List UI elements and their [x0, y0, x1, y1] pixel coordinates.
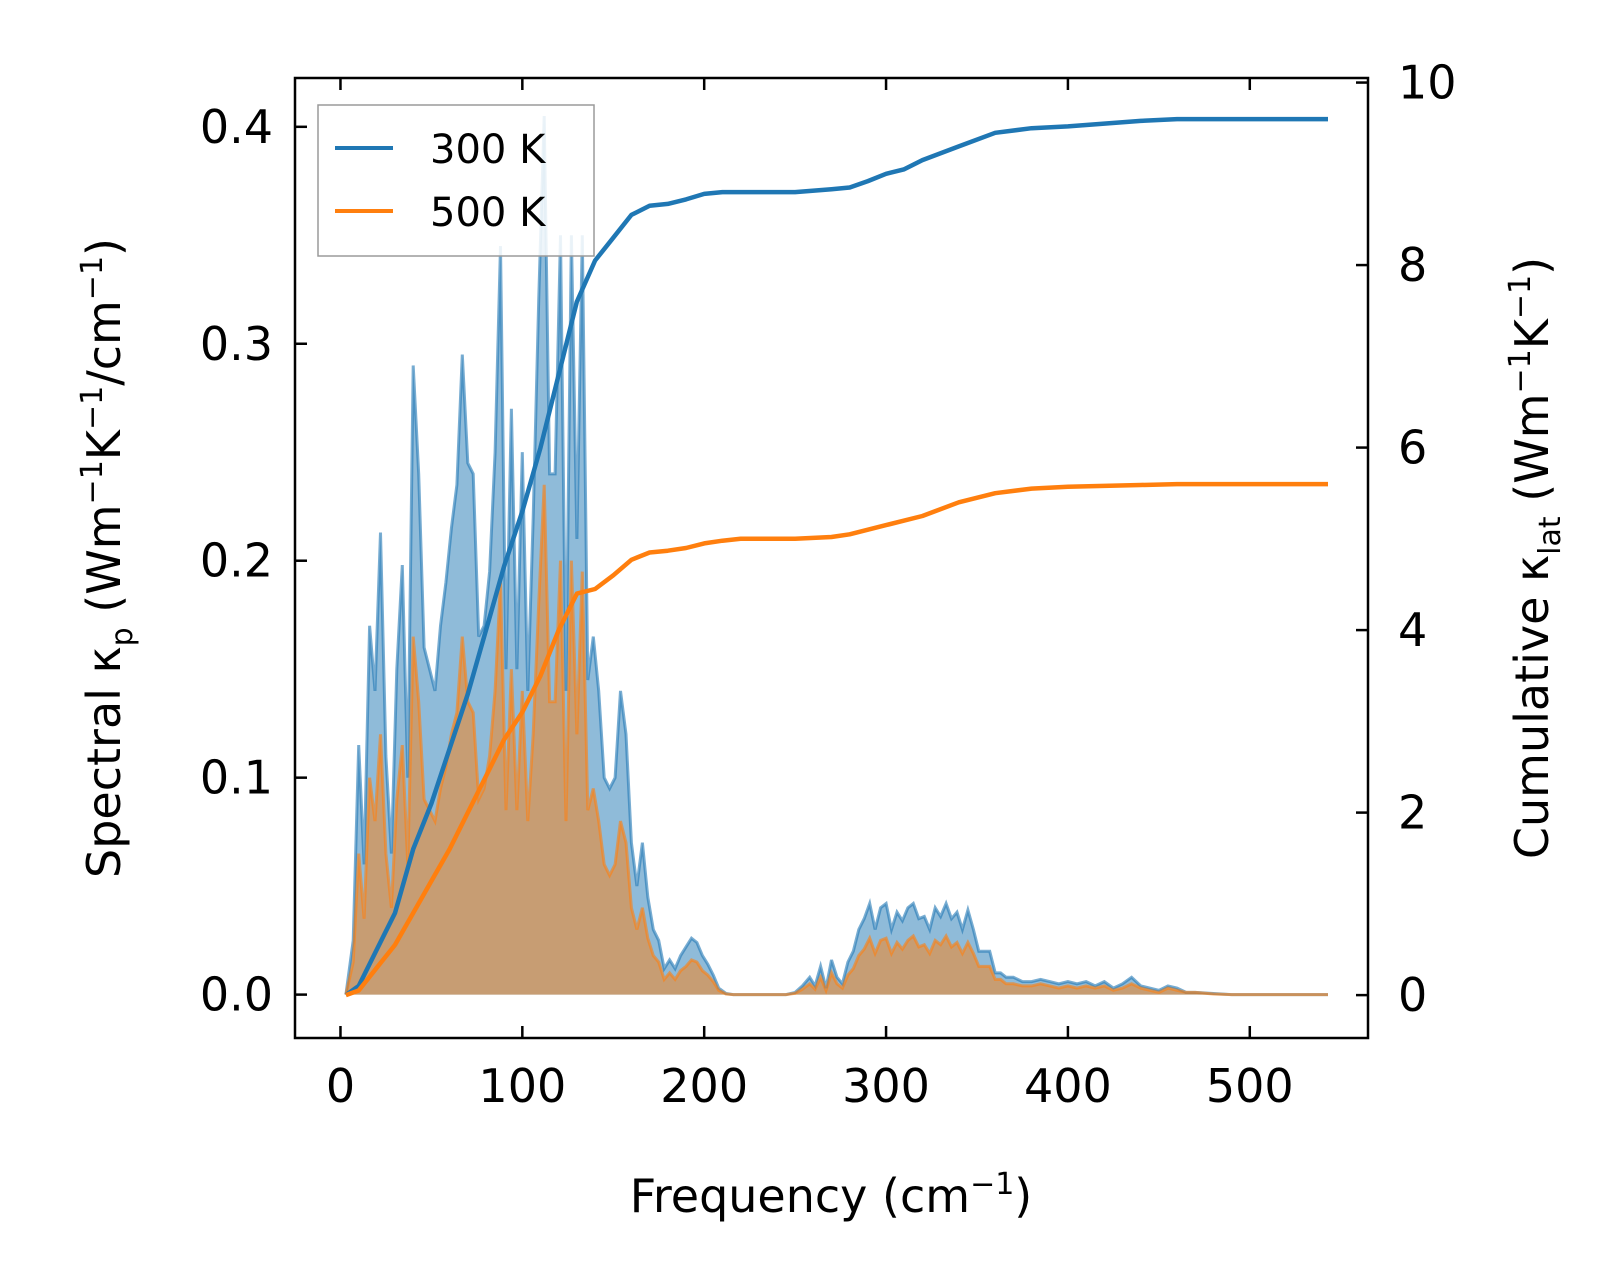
x-label-close: ): [1014, 1169, 1032, 1223]
axes: 0 100 200 300 400 500 0.0 0.1 0.2 0.3 0.4 0 2 4 6 8 10: [200, 56, 1457, 1113]
yl-open: (Wm: [77, 504, 131, 627]
x-label-superscript: −1: [970, 1167, 1014, 1202]
legend-label-500k: 500 K: [430, 190, 547, 236]
y-right-tick-label: 4: [1398, 603, 1427, 657]
y-right-tick-label: 2: [1398, 786, 1427, 840]
yr-sup2: −1: [1503, 275, 1538, 319]
legend-box: [317, 104, 595, 257]
y-right-tick-label: 8: [1398, 238, 1427, 292]
yl-close: ): [77, 238, 131, 256]
yr-k: K: [1505, 317, 1559, 349]
plot-frame: [293, 76, 1370, 1040]
x-tick-label: 300: [842, 1059, 930, 1113]
y-left-tick-label: 0.4: [200, 100, 273, 154]
spectral-line-500k: [344, 484, 1328, 997]
cumulative-line-300k: [344, 116, 1328, 997]
y-right-tick-label: 10: [1398, 56, 1457, 110]
yr-sup1: −1: [1503, 349, 1538, 393]
y-right-axis-label: Cumulative κlat (Wm−1K−1): [1503, 257, 1568, 859]
yl-sup2: −1: [75, 386, 110, 430]
yr-close: ): [1505, 257, 1559, 275]
y-left-tick-label: 0.0: [200, 968, 273, 1022]
yl-k: K: [77, 428, 131, 460]
yl-sup1: −1: [75, 460, 110, 504]
legend-label-300k: 300 K: [430, 127, 547, 173]
y-left-tick-label: 0.3: [200, 317, 273, 371]
yr-open: (Wm: [1505, 393, 1559, 516]
plot-area: [344, 115, 1328, 998]
x-tick-label: 400: [1024, 1059, 1112, 1113]
x-tick-label: 100: [478, 1059, 566, 1113]
yl-per: /cm: [77, 300, 131, 386]
yl-sup3: −1: [75, 256, 110, 300]
yr-sub-lat: lat: [1533, 516, 1568, 555]
spectral-fill-500k: [345, 484, 1328, 995]
y-left-tick-label: 0.2: [200, 534, 273, 588]
yl-sub-p: p: [105, 627, 140, 646]
x-tick-label: 0: [326, 1059, 355, 1113]
y-left-axis-label: Spectral κp (Wm−1K−1/cm−1): [75, 238, 140, 878]
cumulative-line-500k: [345, 481, 1328, 998]
x-axis-label: Frequency (cm−1): [630, 1167, 1033, 1223]
x-tick-label: 500: [1206, 1059, 1294, 1113]
x-tick-label: 200: [660, 1059, 748, 1113]
y-right-tick-label: 6: [1398, 421, 1427, 475]
y-left-tick-label: 0.1: [200, 751, 273, 805]
legend: 300 K 500 K: [317, 104, 595, 257]
y-right-tick-label: 0: [1398, 968, 1427, 1022]
spectral-fill-300k: [345, 116, 1328, 995]
